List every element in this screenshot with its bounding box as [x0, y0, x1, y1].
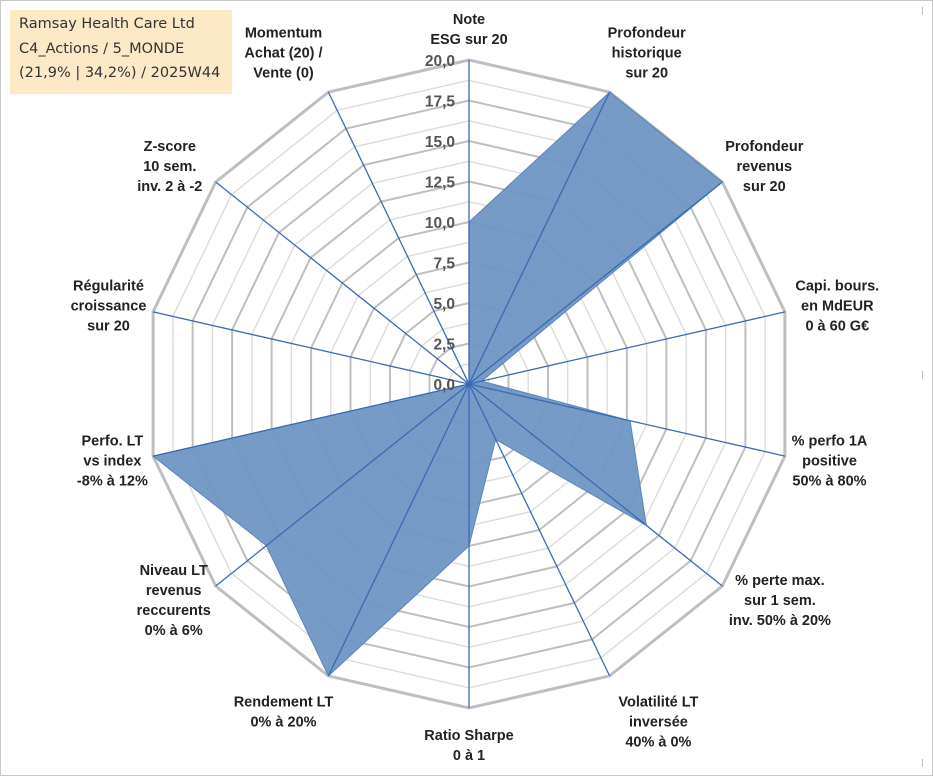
axis-label-line: inversée — [629, 715, 688, 731]
axis-spoke — [152, 383, 470, 457]
axis-label: Volatilité LT inversée 40% à 0% — [618, 695, 698, 751]
axis-label-line: Rendement LT — [234, 695, 334, 711]
axis-label-line: Niveau LT — [140, 563, 208, 579]
tick-label: 0,0 — [433, 377, 455, 394]
axis-label-line: positive — [802, 453, 857, 469]
axis-label-line: Profondeur — [725, 139, 803, 155]
axis-label-line: 40% à 0% — [625, 735, 691, 751]
tick-label: 2,5 — [433, 337, 455, 354]
axis-label-line: Ratio Sharpe — [424, 728, 513, 744]
axis-spoke — [468, 91, 611, 385]
axis-label-line: sur 20 — [625, 66, 668, 82]
axis-label-line: Profondeur — [608, 26, 686, 42]
axis-spoke — [468, 383, 723, 587]
axis-label-line: reccurents — [137, 603, 211, 619]
axis-spoke — [215, 383, 470, 587]
axis-label: % perte max. sur 1 sem. inv. 50% à 20% — [729, 573, 831, 629]
tick-label: 12,5 — [425, 175, 456, 192]
axis-label: % perfo 1A positive 50% à 80% — [792, 433, 868, 489]
axis-spoke — [152, 311, 470, 385]
axis-label-line: Achat (20) / — [244, 46, 322, 62]
tick-label: 17,5 — [425, 94, 456, 111]
axis-label-line: Capi. bours. — [795, 279, 879, 295]
axis-label-line: % perfo 1A — [792, 433, 868, 449]
axis-label-line: 0% à 6% — [145, 623, 203, 639]
tick-label: 10,0 — [425, 215, 455, 232]
axis-label: Rendement LT 0% à 20% — [234, 695, 334, 731]
axis-spoke — [468, 181, 723, 385]
tick-label: 5,0 — [433, 296, 455, 313]
axis-label-line: sur 1 sem. — [744, 593, 816, 609]
axis-label-line: ESG sur 20 — [430, 32, 507, 48]
axis-label-line: Note — [453, 12, 485, 28]
tick-label: 15,0 — [425, 134, 455, 151]
axis-label: Niveau LT revenus reccurents 0% à 6% — [137, 563, 211, 639]
axis-label-line: 0 à 1 — [453, 748, 485, 764]
axis-label: Profondeur revenus sur 20 — [725, 139, 803, 195]
axis-label-line: Perfo. LT — [82, 433, 144, 449]
axis-label-line: % perte max. — [735, 573, 824, 589]
axis-label-line: historique — [612, 46, 682, 62]
frame-edge-mark — [922, 7, 923, 15]
axis-label-line: inv. 50% à 20% — [729, 613, 831, 629]
axis-spoke — [468, 383, 786, 457]
axis-label: Profondeur historique sur 20 — [608, 26, 686, 82]
axis-label-line: 10 sem. — [143, 159, 196, 175]
performance-stats: (21,9% | 34,2%) / 2025W44 — [19, 65, 221, 81]
axis-label: Régularité croissance sur 20 — [71, 279, 147, 335]
axis-spoke — [468, 383, 611, 677]
axis-label: Z-score 10 sem. inv. 2 à -2 — [137, 139, 202, 195]
axis-label-line: 0 à 60 G€ — [805, 319, 869, 335]
axis-spoke — [327, 91, 470, 385]
axis-spoke — [327, 383, 470, 677]
info-box: Ramsay Health Care Ltd C4_Actions / 5_MO… — [10, 10, 232, 94]
axis-label-line: Z-score — [144, 139, 196, 155]
axis-label-line: revenus — [146, 583, 202, 599]
company-name: Ramsay Health Care Ltd — [19, 16, 195, 32]
tick-label: 7,5 — [433, 256, 455, 273]
axis-label: Note ESG sur 20 — [430, 12, 507, 48]
axis-label: Capi. bours. en MdEUR 0 à 60 G€ — [795, 279, 879, 335]
axis-label-line: sur 20 — [743, 179, 786, 195]
axis-label-line: -8% à 12% — [77, 473, 148, 489]
portfolio-name: C4_Actions / 5_MONDE — [19, 40, 185, 57]
axis-label-line: en MdEUR — [801, 299, 874, 315]
axis-label-line: Vente (0) — [253, 66, 314, 82]
axis-label-line: inv. 2 à -2 — [137, 179, 202, 195]
frame-edge-mark — [922, 759, 923, 767]
axis-label-line: Régularité — [73, 279, 144, 295]
axis-label-line: Momentum — [245, 26, 322, 42]
axis-label-line: sur 20 — [87, 319, 130, 335]
axis-label: Momentum Achat (20) / Vente (0) — [244, 26, 322, 82]
axis-label: Perfo. LT vs index -8% à 12% — [77, 433, 148, 489]
axis-label-line: 0% à 20% — [250, 715, 316, 731]
axis-label-line: Volatilité LT — [618, 695, 698, 711]
axis-label-line: revenus — [736, 159, 792, 175]
axis-label-line: vs index — [83, 453, 141, 469]
axis-label-line: 50% à 80% — [792, 473, 866, 489]
axis-label-line: croissance — [71, 299, 147, 315]
axis-label: Ratio Sharpe 0 à 1 — [424, 728, 513, 764]
tick-label: 20,0 — [425, 53, 455, 70]
frame-edge-mark — [922, 371, 923, 379]
axis-spoke — [215, 181, 470, 385]
axis-spoke — [468, 311, 786, 385]
